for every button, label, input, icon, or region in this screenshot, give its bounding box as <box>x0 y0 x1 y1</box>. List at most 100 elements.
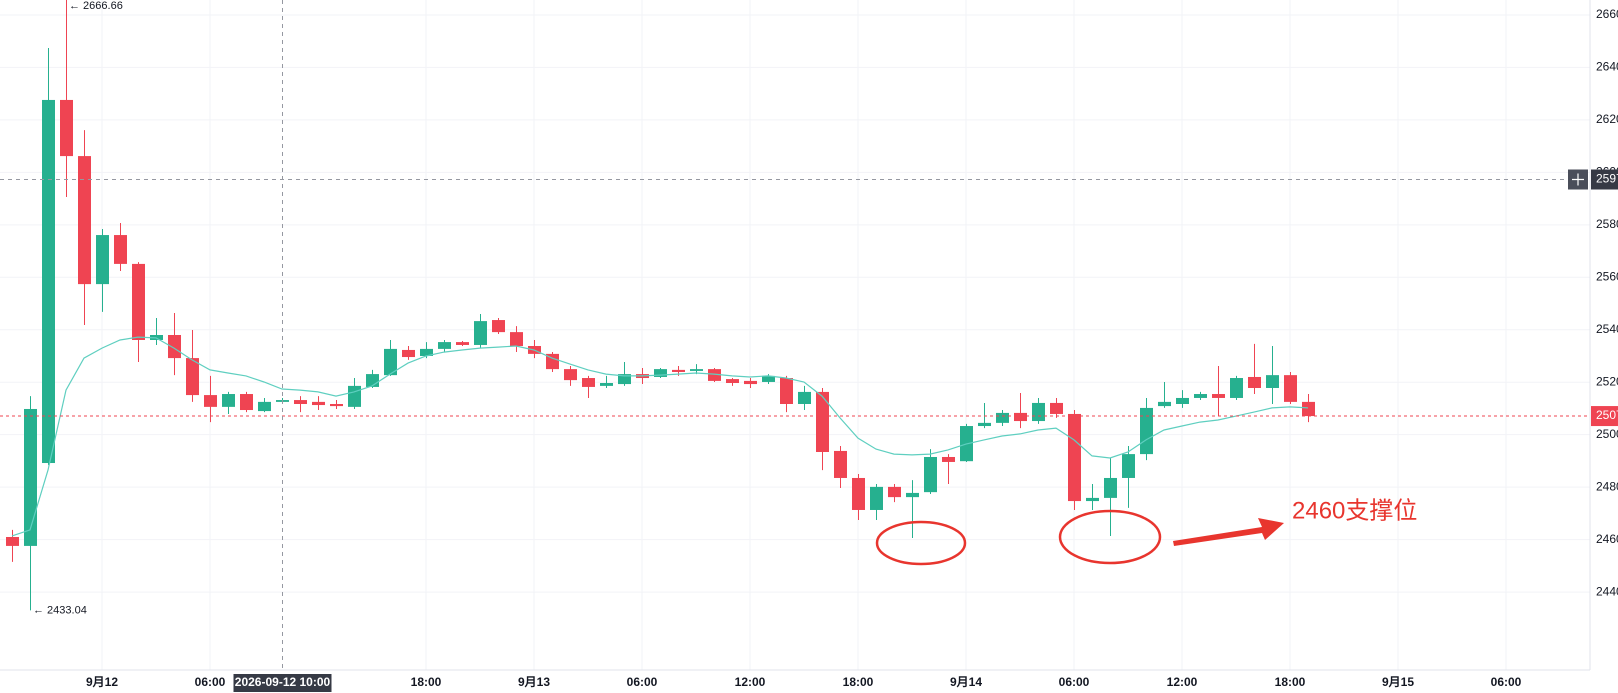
candle-body <box>24 408 37 546</box>
x-tick-label: 9月15 <box>1382 675 1414 689</box>
candle-body <box>1014 412 1027 422</box>
y-tick-label: 2440.00 <box>1596 584 1618 598</box>
candle-body <box>1050 402 1063 414</box>
candle-body <box>888 486 901 498</box>
candle-body <box>1176 397 1189 404</box>
candle-body <box>402 349 415 358</box>
candle-body <box>150 335 163 340</box>
candle-body <box>978 422 991 427</box>
candle-body <box>168 335 181 359</box>
candle-body <box>618 374 631 385</box>
support-circle <box>1058 509 1162 565</box>
candle-body <box>780 378 793 404</box>
x-tick-label: 18:00 <box>843 675 874 689</box>
candle-body <box>942 456 955 462</box>
candle-body <box>312 401 325 406</box>
y-tick-label: 2580.00 <box>1596 217 1618 231</box>
candle-body <box>690 369 703 371</box>
grid <box>0 0 1590 670</box>
x-tick-label: 18:00 <box>411 675 442 689</box>
candle-body <box>60 99 73 157</box>
candle-body <box>1140 407 1153 455</box>
candle-body <box>654 369 667 377</box>
candle-body <box>816 391 829 453</box>
candle-body <box>726 379 739 384</box>
candle-body <box>906 492 919 498</box>
x-tick-label: 06:00 <box>1491 675 1522 689</box>
x-tick-label: 18:00 <box>1275 675 1306 689</box>
max-marker: ← 2666.66 <box>69 0 123 12</box>
candle-body <box>852 477 865 510</box>
support-circle <box>875 520 967 566</box>
candle-body <box>474 321 487 345</box>
candle-body <box>996 412 1009 423</box>
candle-body <box>294 400 307 404</box>
y-tick-label: 2640.00 <box>1596 60 1618 74</box>
candle-body <box>1032 402 1045 422</box>
support-arrow <box>1173 518 1284 546</box>
crosshair-plus-icon <box>1572 173 1584 186</box>
y-tick-label: 2560.00 <box>1596 269 1618 283</box>
candle-body <box>744 380 757 385</box>
candle-body <box>1122 454 1135 478</box>
candle-body <box>834 450 847 478</box>
candle-body <box>582 378 595 387</box>
x-tick-label: 9月12 <box>86 675 118 689</box>
x-tick-label: 06:00 <box>1059 675 1090 689</box>
candle-body <box>510 332 523 347</box>
candle-body <box>1158 401 1171 407</box>
candle-body <box>798 391 811 404</box>
x-tick-label: 06:00 <box>627 675 658 689</box>
candle-body <box>762 375 775 382</box>
y-tick-label: 2500.00 <box>1596 427 1618 441</box>
candle-body <box>384 348 397 376</box>
candle-body <box>546 353 559 370</box>
min-marker: ← 2433.04 <box>33 604 87 616</box>
candle-body <box>708 369 721 381</box>
candle-body <box>1068 413 1081 502</box>
candle-body <box>42 99 55 464</box>
y-tick-label: 2480.00 <box>1596 479 1618 493</box>
crosshair-x-box <box>233 674 332 692</box>
candle-body <box>96 235 109 285</box>
plot-area: ← 2666.66 ← 2433.04 <box>6 0 1315 616</box>
x-tick-label: 12:00 <box>735 675 766 689</box>
candle-body <box>6 536 19 546</box>
candle-body <box>564 369 577 381</box>
candle-body <box>492 320 505 333</box>
candle-body <box>114 235 127 264</box>
candle-body <box>1248 376 1261 388</box>
candle-body <box>78 156 91 285</box>
candle-body <box>456 342 469 345</box>
last-price-box <box>1591 406 1618 427</box>
candle-body <box>132 263 145 340</box>
candle-body <box>240 394 253 411</box>
crosshair-x-label: 2026-09-12 10:00 <box>235 675 331 689</box>
candle-body <box>1284 375 1297 402</box>
y-tick-label: 2620.00 <box>1596 112 1618 126</box>
candle-body <box>600 383 613 386</box>
crosshair-y-box <box>1591 169 1618 190</box>
candle-body <box>330 403 343 407</box>
crosshair-y-label: 2597.50 <box>1596 172 1618 186</box>
x-tick-label: 06:00 <box>195 675 226 689</box>
x-tick-label: 9月14 <box>950 675 982 689</box>
ma-line <box>11 336 1309 537</box>
candle-body <box>348 385 361 407</box>
candle-body <box>1104 477 1117 498</box>
y-tick-label: 2660.00 <box>1596 7 1618 21</box>
candle-body <box>1302 401 1315 417</box>
candle-body <box>672 369 685 372</box>
x-tick-label: 9月13 <box>518 675 550 689</box>
last-price-label: 2507.10 <box>1596 408 1618 422</box>
candle-body <box>924 456 937 493</box>
candle-body <box>1086 497 1099 502</box>
annotation: 2460支撑位 <box>1292 497 1417 524</box>
candle-body <box>222 394 235 407</box>
y-tick-label: 2540.00 <box>1596 322 1618 336</box>
candle-body <box>186 358 199 396</box>
candle-body <box>1230 378 1243 398</box>
